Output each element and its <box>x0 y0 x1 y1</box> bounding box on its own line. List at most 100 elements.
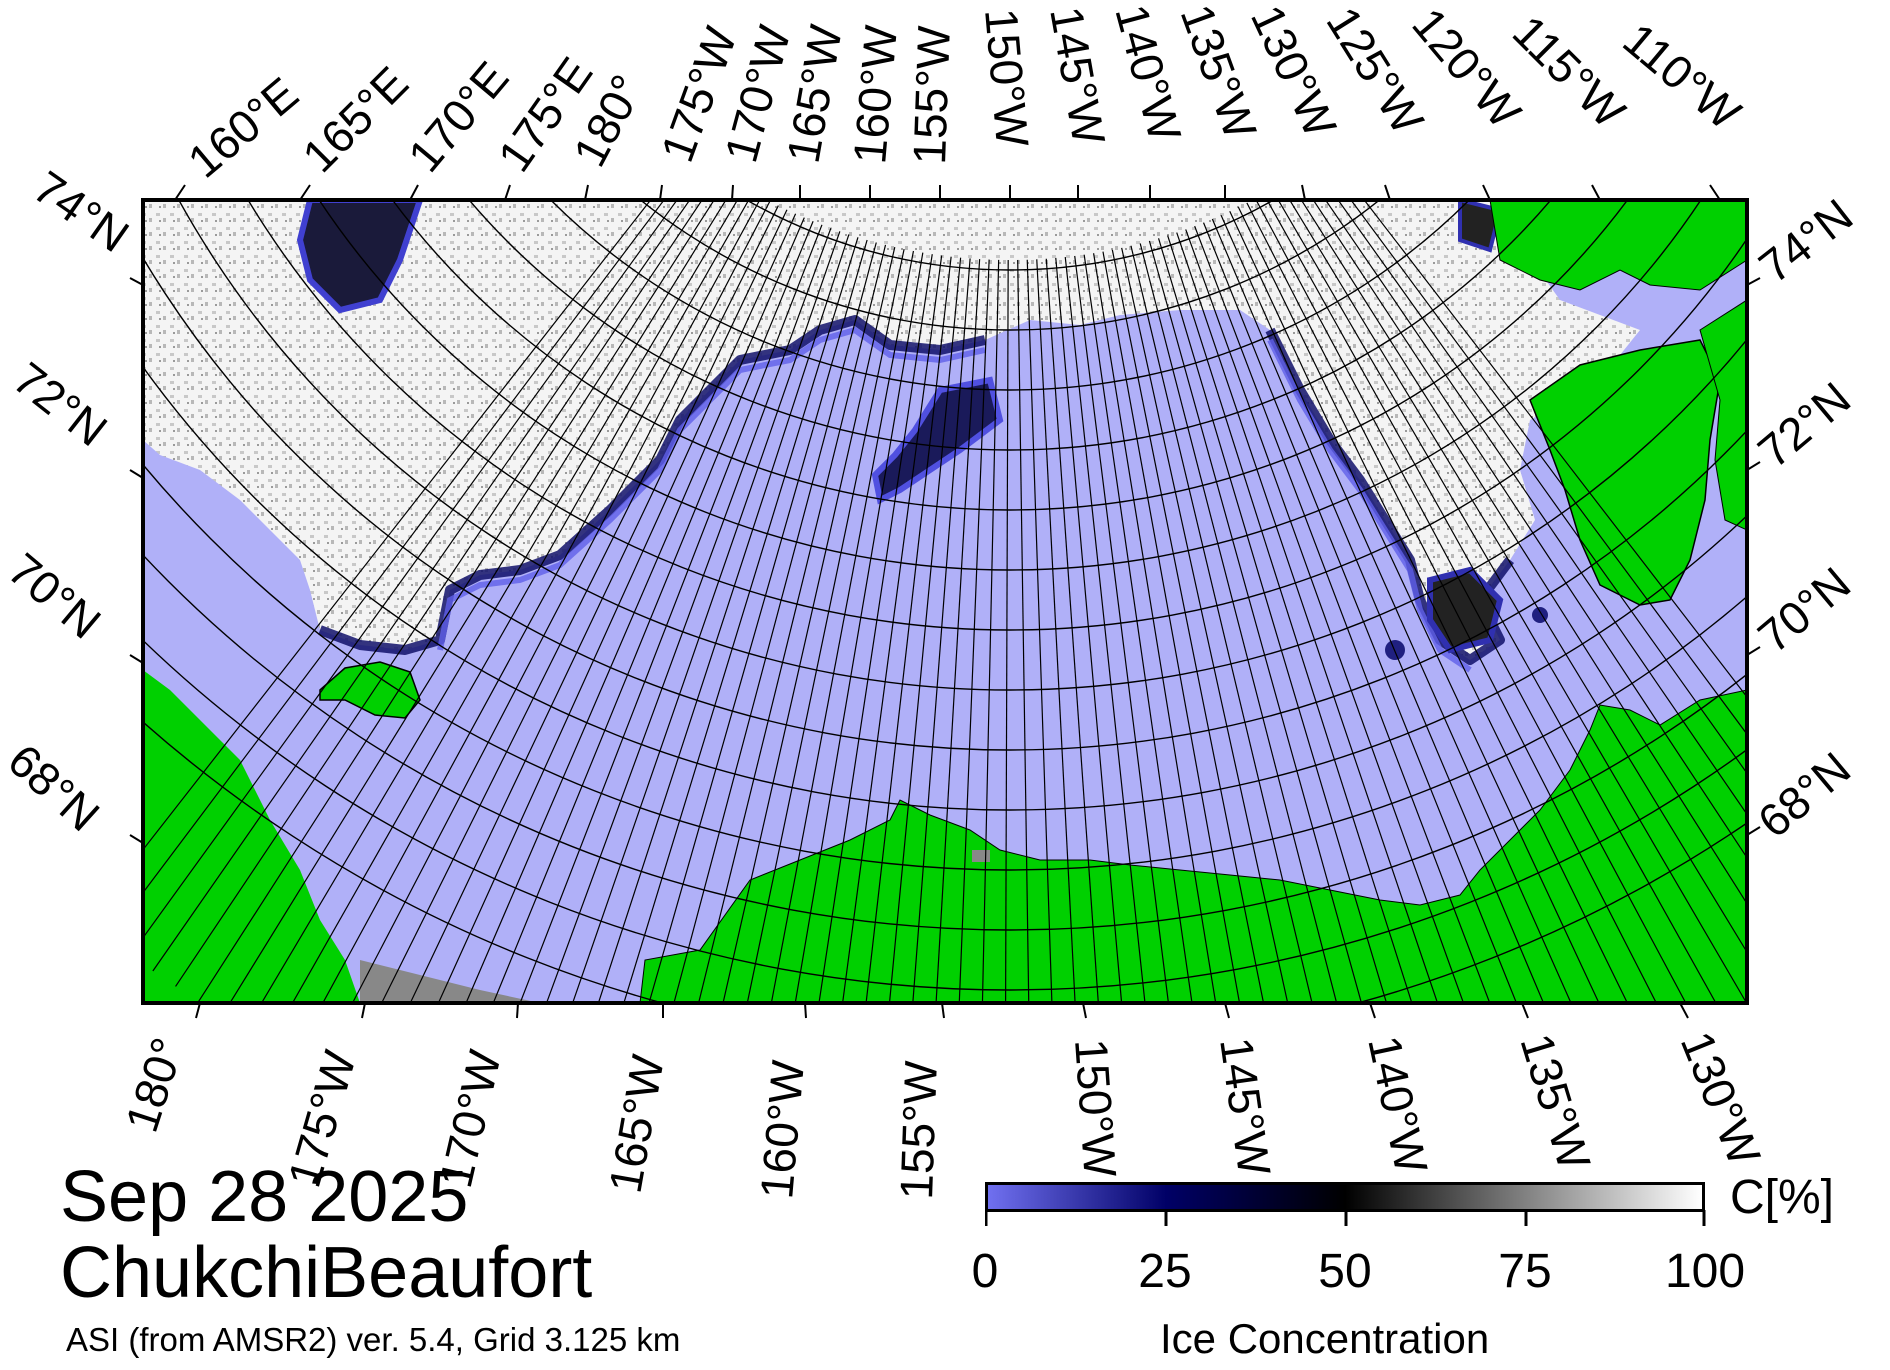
colorbar-title: Ice Concentration <box>1160 1315 1490 1362</box>
right-lat-label: 72°N <box>1748 372 1860 478</box>
meridian-line <box>648 239 868 1003</box>
meridian-line <box>1202 222 1518 1003</box>
meridian-line <box>351 200 771 1003</box>
meridian-line <box>1157 238 1388 1003</box>
top-lon-label: 155°W <box>903 24 960 165</box>
meridian-line <box>260 200 739 1003</box>
meridian-line <box>865 256 952 1003</box>
left-lat-label: 74°N <box>24 161 138 263</box>
no-data-strip <box>360 960 540 1003</box>
colorbar-tick: 50 <box>1318 1245 1372 1298</box>
meridian-line <box>1300 200 1747 905</box>
meridian-line <box>572 231 841 1003</box>
meridian-line <box>1017 259 1030 1003</box>
land-alaska-canada <box>639 689 1747 1003</box>
meridian-line <box>597 234 850 1003</box>
left-latitude-labels: 74°N 72°N 70°N 68°N <box>0 161 138 842</box>
meridian-line <box>1211 218 1545 1003</box>
meridian-line <box>912 258 971 1003</box>
bottom-lon-label: 130°W <box>1671 1024 1771 1172</box>
right-lat-label: 68°N <box>1748 742 1860 848</box>
meridian-line <box>1055 257 1123 1003</box>
meridian-line <box>437 213 797 1003</box>
meridian-line <box>673 242 877 1003</box>
land-archipelago-east <box>1699 299 1747 531</box>
meridian-line <box>1363 200 1747 698</box>
lake-no-data <box>972 850 990 862</box>
top-lon-label: 110°W <box>1614 13 1751 140</box>
map-date: Sep 28 2025 <box>60 1157 469 1237</box>
meridian-line <box>409 209 788 1003</box>
meridian-line <box>697 244 887 1003</box>
meridian-line <box>1121 247 1289 1003</box>
meridian-line <box>770 250 915 1003</box>
meridian-line <box>229 200 727 1003</box>
meridian-line <box>623 237 859 1003</box>
meridian-line <box>519 224 823 1003</box>
bottom-lon-label: 155°W <box>890 1059 947 1200</box>
colorbar-tick: 0 <box>971 1245 999 1298</box>
meridian-line <box>888 257 962 1003</box>
right-lat-label: 74°N <box>1749 189 1862 293</box>
bottom-lon-label: 145°W <box>1210 1034 1281 1179</box>
meridian-line <box>1045 258 1099 1003</box>
meridian-line <box>794 252 924 1003</box>
meridian-line <box>746 248 905 1003</box>
meridian-line <box>1148 240 1363 1003</box>
top-lon-label: 160°E <box>178 67 308 188</box>
meridian-line <box>1167 235 1413 1003</box>
meridian-line <box>1350 200 1747 736</box>
meridian-line <box>291 200 750 1003</box>
wrangel-island <box>319 661 421 719</box>
colorbar-ticks <box>985 1210 1706 1226</box>
map-region: ChukchiBeaufort <box>60 1233 593 1313</box>
right-lat-label: 70°N <box>1748 557 1860 663</box>
meridian-line <box>1277 200 1747 1003</box>
meridian-line <box>545 227 832 1003</box>
meridian-line <box>143 200 665 894</box>
colorbar <box>985 1182 1705 1212</box>
meridian-line <box>722 246 896 1003</box>
bottom-lon-label: 160°W <box>750 1058 814 1201</box>
top-lon-label: 145°W <box>1040 3 1115 149</box>
ice-dark-northwest <box>296 200 424 314</box>
top-lon-label: 165°E <box>292 56 418 182</box>
left-lat-label: 68°N <box>0 734 109 841</box>
meridian-line <box>322 200 761 1003</box>
meridian-line <box>380 205 779 1003</box>
meridian-line <box>1194 225 1491 1003</box>
ice-dark-northeast <box>1458 200 1503 253</box>
bottom-lon-label: 165°W <box>599 1051 674 1197</box>
meridian-line <box>935 259 981 1003</box>
meridian-line <box>1083 254 1193 1003</box>
meridian-line <box>1074 255 1170 1003</box>
top-longitude-labels: 160°E 165°E 170°E 175°E 180° 175°W 170°W… <box>178 0 1751 188</box>
colorbar-unit: C[%] <box>1730 1171 1835 1224</box>
meridian-line <box>465 217 805 1003</box>
bottom-lon-label: 150°W <box>1065 1037 1127 1179</box>
meridian-line <box>1337 200 1747 775</box>
bottom-lon-label: 140°W <box>1358 1031 1438 1178</box>
meridian-line <box>1288 200 1747 954</box>
meridian-line <box>1266 200 1717 1003</box>
meridian-line <box>958 259 990 1003</box>
top-lon-label: 115°W <box>1503 5 1636 138</box>
meridian-line <box>175 200 703 987</box>
meridian-line <box>1036 259 1076 1003</box>
frame-ticks <box>129 184 1761 1019</box>
colorbar-tick: 75 <box>1498 1245 1552 1298</box>
meridian-line <box>1064 256 1146 1003</box>
product-description: ASI (from AMSR2) ver. 5.4, Grid 3.125 km <box>66 1321 681 1358</box>
bottom-lon-label: 135°W <box>1510 1028 1600 1176</box>
land-victoria-north <box>1489 200 1747 291</box>
meridian-line <box>1004 259 1009 1003</box>
meridian-line <box>1139 243 1338 1003</box>
meridian-line <box>1237 206 1629 1003</box>
meridian-line <box>198 200 715 1002</box>
left-lat-label: 72°N <box>4 352 117 456</box>
meridian-line <box>1026 259 1053 1003</box>
meridian-line <box>1111 249 1265 1003</box>
map-body <box>143 200 1747 1003</box>
top-lon-label: 160°W <box>843 23 907 166</box>
top-lon-label: 170°E <box>398 52 519 182</box>
